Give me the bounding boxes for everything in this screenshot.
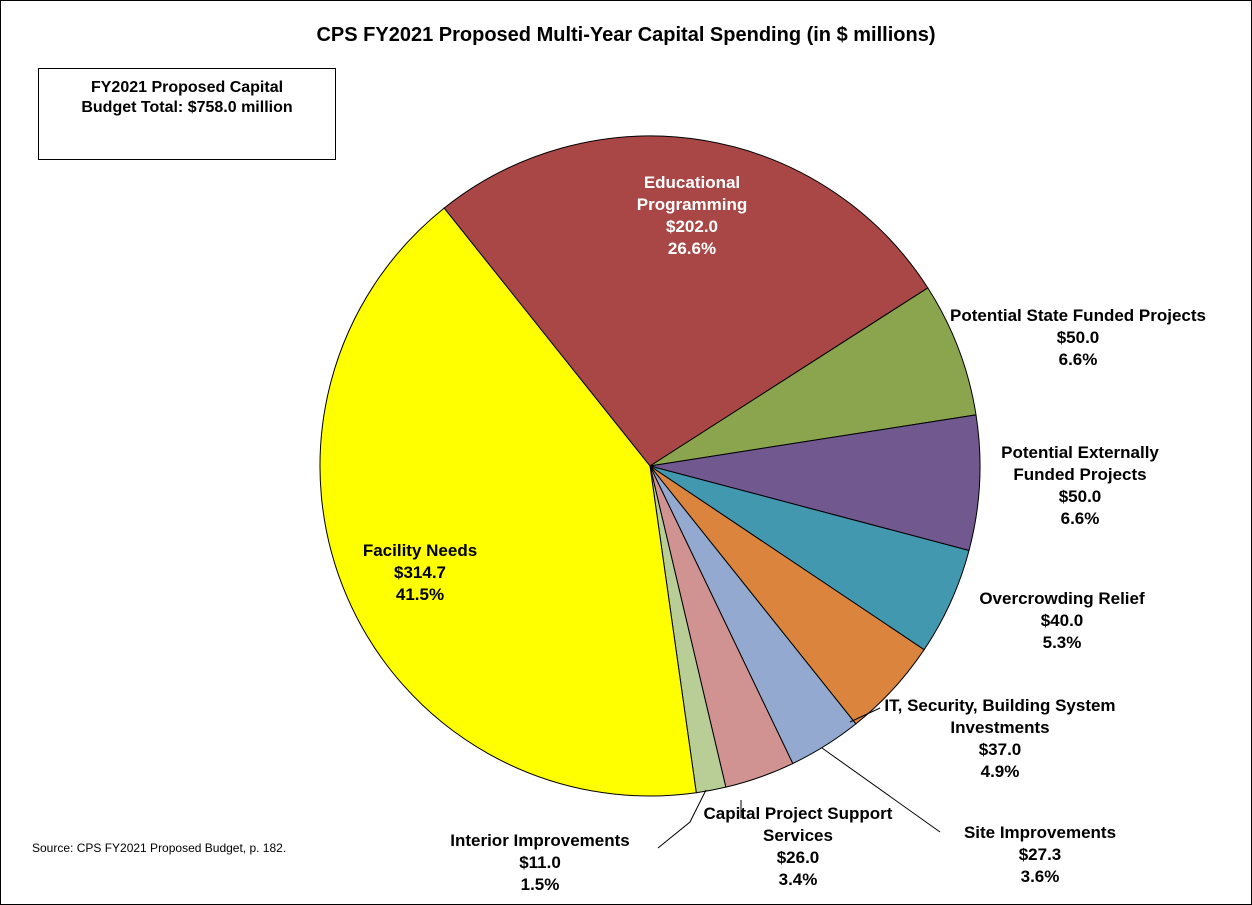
slice-value: $11.0 (519, 853, 561, 872)
slice-percent: 5.3% (1042, 633, 1082, 652)
slice-label: Facility Needs $314.7 41.5% (320, 540, 520, 606)
slice-name: Potential State Funded Projects (950, 306, 1206, 325)
slice-percent: 6.6% (1058, 350, 1098, 369)
slice-label: Educational Programming $202.0 26.6% (607, 172, 777, 260)
slice-name: Potential Externally Funded Projects (1001, 443, 1159, 484)
slice-percent: 3.6% (1020, 867, 1060, 886)
slice-label: Site Improvements $27.3 3.6% (920, 822, 1160, 888)
slice-name: Site Improvements (963, 823, 1117, 842)
slice-value: $314.7 (394, 563, 446, 582)
slice-name: Facility Needs (362, 541, 478, 560)
total-box: FY2021 Proposed Capital Budget Total: $7… (38, 68, 336, 160)
slice-name: Educational Programming (636, 173, 748, 214)
pie-slice (649, 414, 981, 552)
leader-line (849, 707, 881, 723)
chart-title: CPS FY2021 Proposed Multi-Year Capital S… (316, 24, 936, 46)
slice-value: $37.0 (978, 740, 1022, 759)
slice-value: $27.3 (1018, 845, 1062, 864)
leader-line (821, 747, 941, 833)
slice-name: Capital Project Support Services (703, 804, 893, 845)
source: Source: CPS FY2021 Proposed Budget, p. 1… (32, 841, 287, 855)
slice-label: Capital Project Support Services $26.0 3.4… (698, 803, 898, 891)
slice-percent: 3.4% (778, 870, 818, 889)
slice-label: Interior Improvements $11.0 1.5% (400, 830, 680, 896)
slice-value: $50.0 (1056, 328, 1100, 347)
slice-percent: 1.5% (520, 875, 560, 894)
slice-value: $40.0 (1040, 611, 1084, 630)
slice-name: Interior Improvements (450, 831, 630, 850)
pie-slice (649, 287, 977, 467)
slice-value: $50.0 (1058, 487, 1102, 506)
slice-percent: 6.6% (1060, 509, 1100, 528)
slice-label: Potential Externally Funded Projects $50.… (970, 442, 1190, 530)
pie-slice (443, 135, 929, 467)
slice-percent: 4.9% (980, 762, 1020, 781)
slice-label: IT, Security, Building System Investment… (880, 695, 1120, 783)
slice-label: Overcrowding Relief $40.0 5.3% (932, 588, 1192, 654)
slice-percent: 26.6% (667, 239, 717, 258)
pie-slice (319, 207, 697, 797)
slice-label: Potential State Funded Projects $50.0 6.6% (948, 305, 1208, 371)
slice-value: $26.0 (776, 848, 820, 867)
slice-percent: 41.5% (395, 585, 445, 604)
slice-name: IT, Security, Building System Investment… (884, 696, 1116, 737)
leader-line (657, 789, 707, 849)
slice-name: Overcrowding Relief (979, 589, 1145, 608)
slice-value: $202.0 (666, 217, 718, 236)
